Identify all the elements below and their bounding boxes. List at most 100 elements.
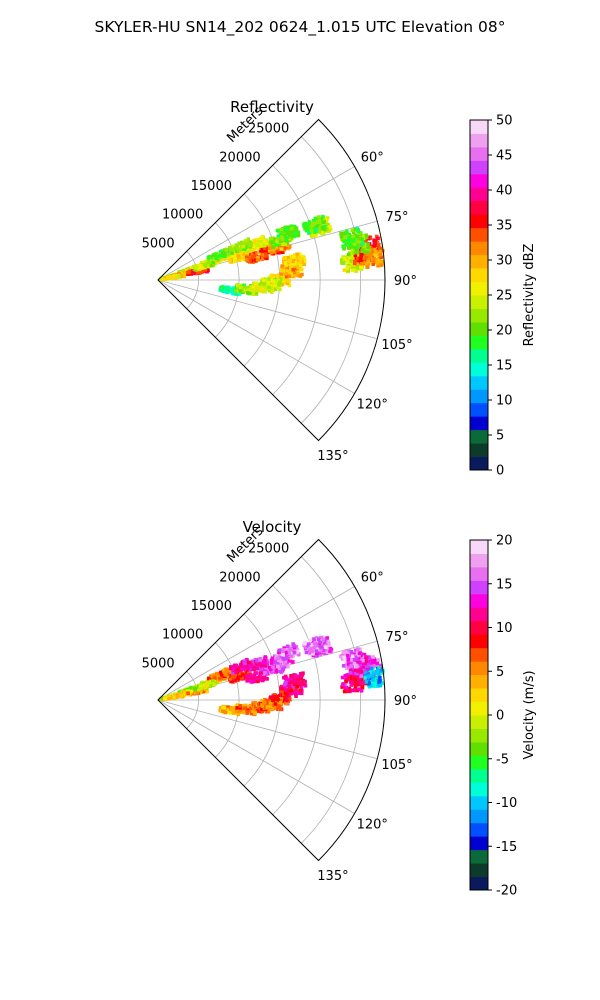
echo-gate [235, 674, 239, 678]
echo-gate [283, 261, 288, 265]
echo-gate [345, 653, 350, 658]
echo-gate [234, 253, 238, 258]
echo-gate [269, 278, 274, 283]
echo-gate [348, 661, 353, 666]
echo-gate [179, 271, 184, 275]
echo-gate [260, 659, 265, 664]
echo-gate [284, 274, 289, 279]
echo-gate [374, 249, 378, 254]
echo-gate [376, 263, 380, 268]
echo-gate [347, 688, 352, 692]
radial-tick-label: 25000 [248, 122, 289, 137]
echo-gate [350, 247, 355, 252]
echo-gate [322, 227, 327, 232]
echo-gate [212, 682, 217, 687]
echo-gate [353, 685, 358, 690]
echo-gate [374, 234, 379, 239]
echo-gate [286, 256, 290, 260]
echo-gate [260, 239, 264, 243]
echo-gate [361, 245, 366, 249]
echo-gate [359, 252, 363, 257]
echo-gate [364, 239, 368, 244]
echo-gate [249, 676, 254, 680]
echo-gate [322, 224, 327, 229]
echo-gate [253, 711, 257, 716]
echo-gate [286, 266, 290, 271]
echo-gate [349, 680, 353, 684]
echo-gate [341, 244, 345, 248]
echo-gate [253, 704, 258, 709]
echo-gate [296, 230, 301, 235]
echo-gate [268, 701, 273, 705]
sector-outline [157, 118, 386, 442]
echo-gate [298, 682, 303, 686]
colorbar-tick-label: -10 [496, 796, 517, 811]
echo-gate [253, 701, 257, 705]
echo-gate [350, 265, 355, 270]
echo-gate [282, 246, 287, 250]
echo-gate [251, 284, 256, 289]
echo-gate [260, 699, 264, 703]
azimuth-tick-label: 120° [357, 818, 388, 833]
azimuth-tick-label: 135° [317, 869, 348, 884]
echo-gate [355, 244, 360, 249]
echo-gate [347, 245, 352, 250]
echo-gate [192, 686, 197, 690]
echo-gate [327, 642, 331, 646]
echo-gate [229, 679, 233, 684]
echo-gate [295, 252, 300, 257]
echo-gate [281, 692, 286, 697]
echo-gate [272, 273, 277, 278]
echo-gate [283, 674, 288, 679]
echo-gate [306, 643, 310, 647]
echo-gate [235, 249, 239, 253]
echo-gate [276, 698, 281, 702]
echo-gate [279, 666, 284, 671]
echo-gate [271, 240, 275, 245]
radial-tick-label: 15000 [191, 179, 232, 194]
echo-gate [173, 275, 178, 280]
echo-gate [182, 273, 186, 277]
echo-gate [254, 288, 259, 293]
echo-gate [377, 665, 381, 670]
echo-gate [194, 266, 198, 270]
colorbar-swatch [470, 133, 488, 148]
echo-gate [361, 668, 366, 673]
echo-gate [311, 227, 316, 232]
echo-gate [224, 667, 229, 672]
echo-gate [270, 273, 275, 278]
echo-gate [367, 656, 371, 660]
echo-gate [294, 226, 299, 230]
azimuth-tick-label: 105° [381, 758, 412, 773]
echo-gate [179, 273, 184, 277]
echo-gate [355, 227, 359, 231]
echo-gate [261, 701, 266, 706]
echo-gate [346, 243, 350, 247]
echo-gate [356, 669, 360, 673]
echo-gate [281, 667, 286, 671]
echo-gate [203, 687, 208, 692]
echo-gate [267, 665, 272, 670]
echo-gate [370, 248, 375, 252]
echo-gate [341, 650, 346, 655]
echo-gate [161, 277, 166, 281]
echo-gate [354, 248, 359, 252]
echo-gate [189, 685, 194, 690]
echo-gate [159, 697, 163, 701]
echo-gate [212, 256, 216, 260]
echo-gate [198, 263, 202, 268]
colorbar-swatch [470, 321, 488, 336]
colorbar-tick-label: 25 [496, 289, 513, 304]
echo-gate [271, 703, 276, 708]
echo-gate [350, 654, 355, 659]
echo-gate [346, 269, 350, 273]
echo-gate [306, 645, 311, 650]
echo-gate [213, 676, 217, 680]
echo-gate [358, 681, 363, 685]
echo-gate [243, 661, 247, 666]
colorbar-tick-label: 20 [496, 324, 513, 339]
echo-gate [292, 650, 297, 655]
echo-gate [270, 248, 275, 253]
echo-gate [376, 242, 381, 247]
